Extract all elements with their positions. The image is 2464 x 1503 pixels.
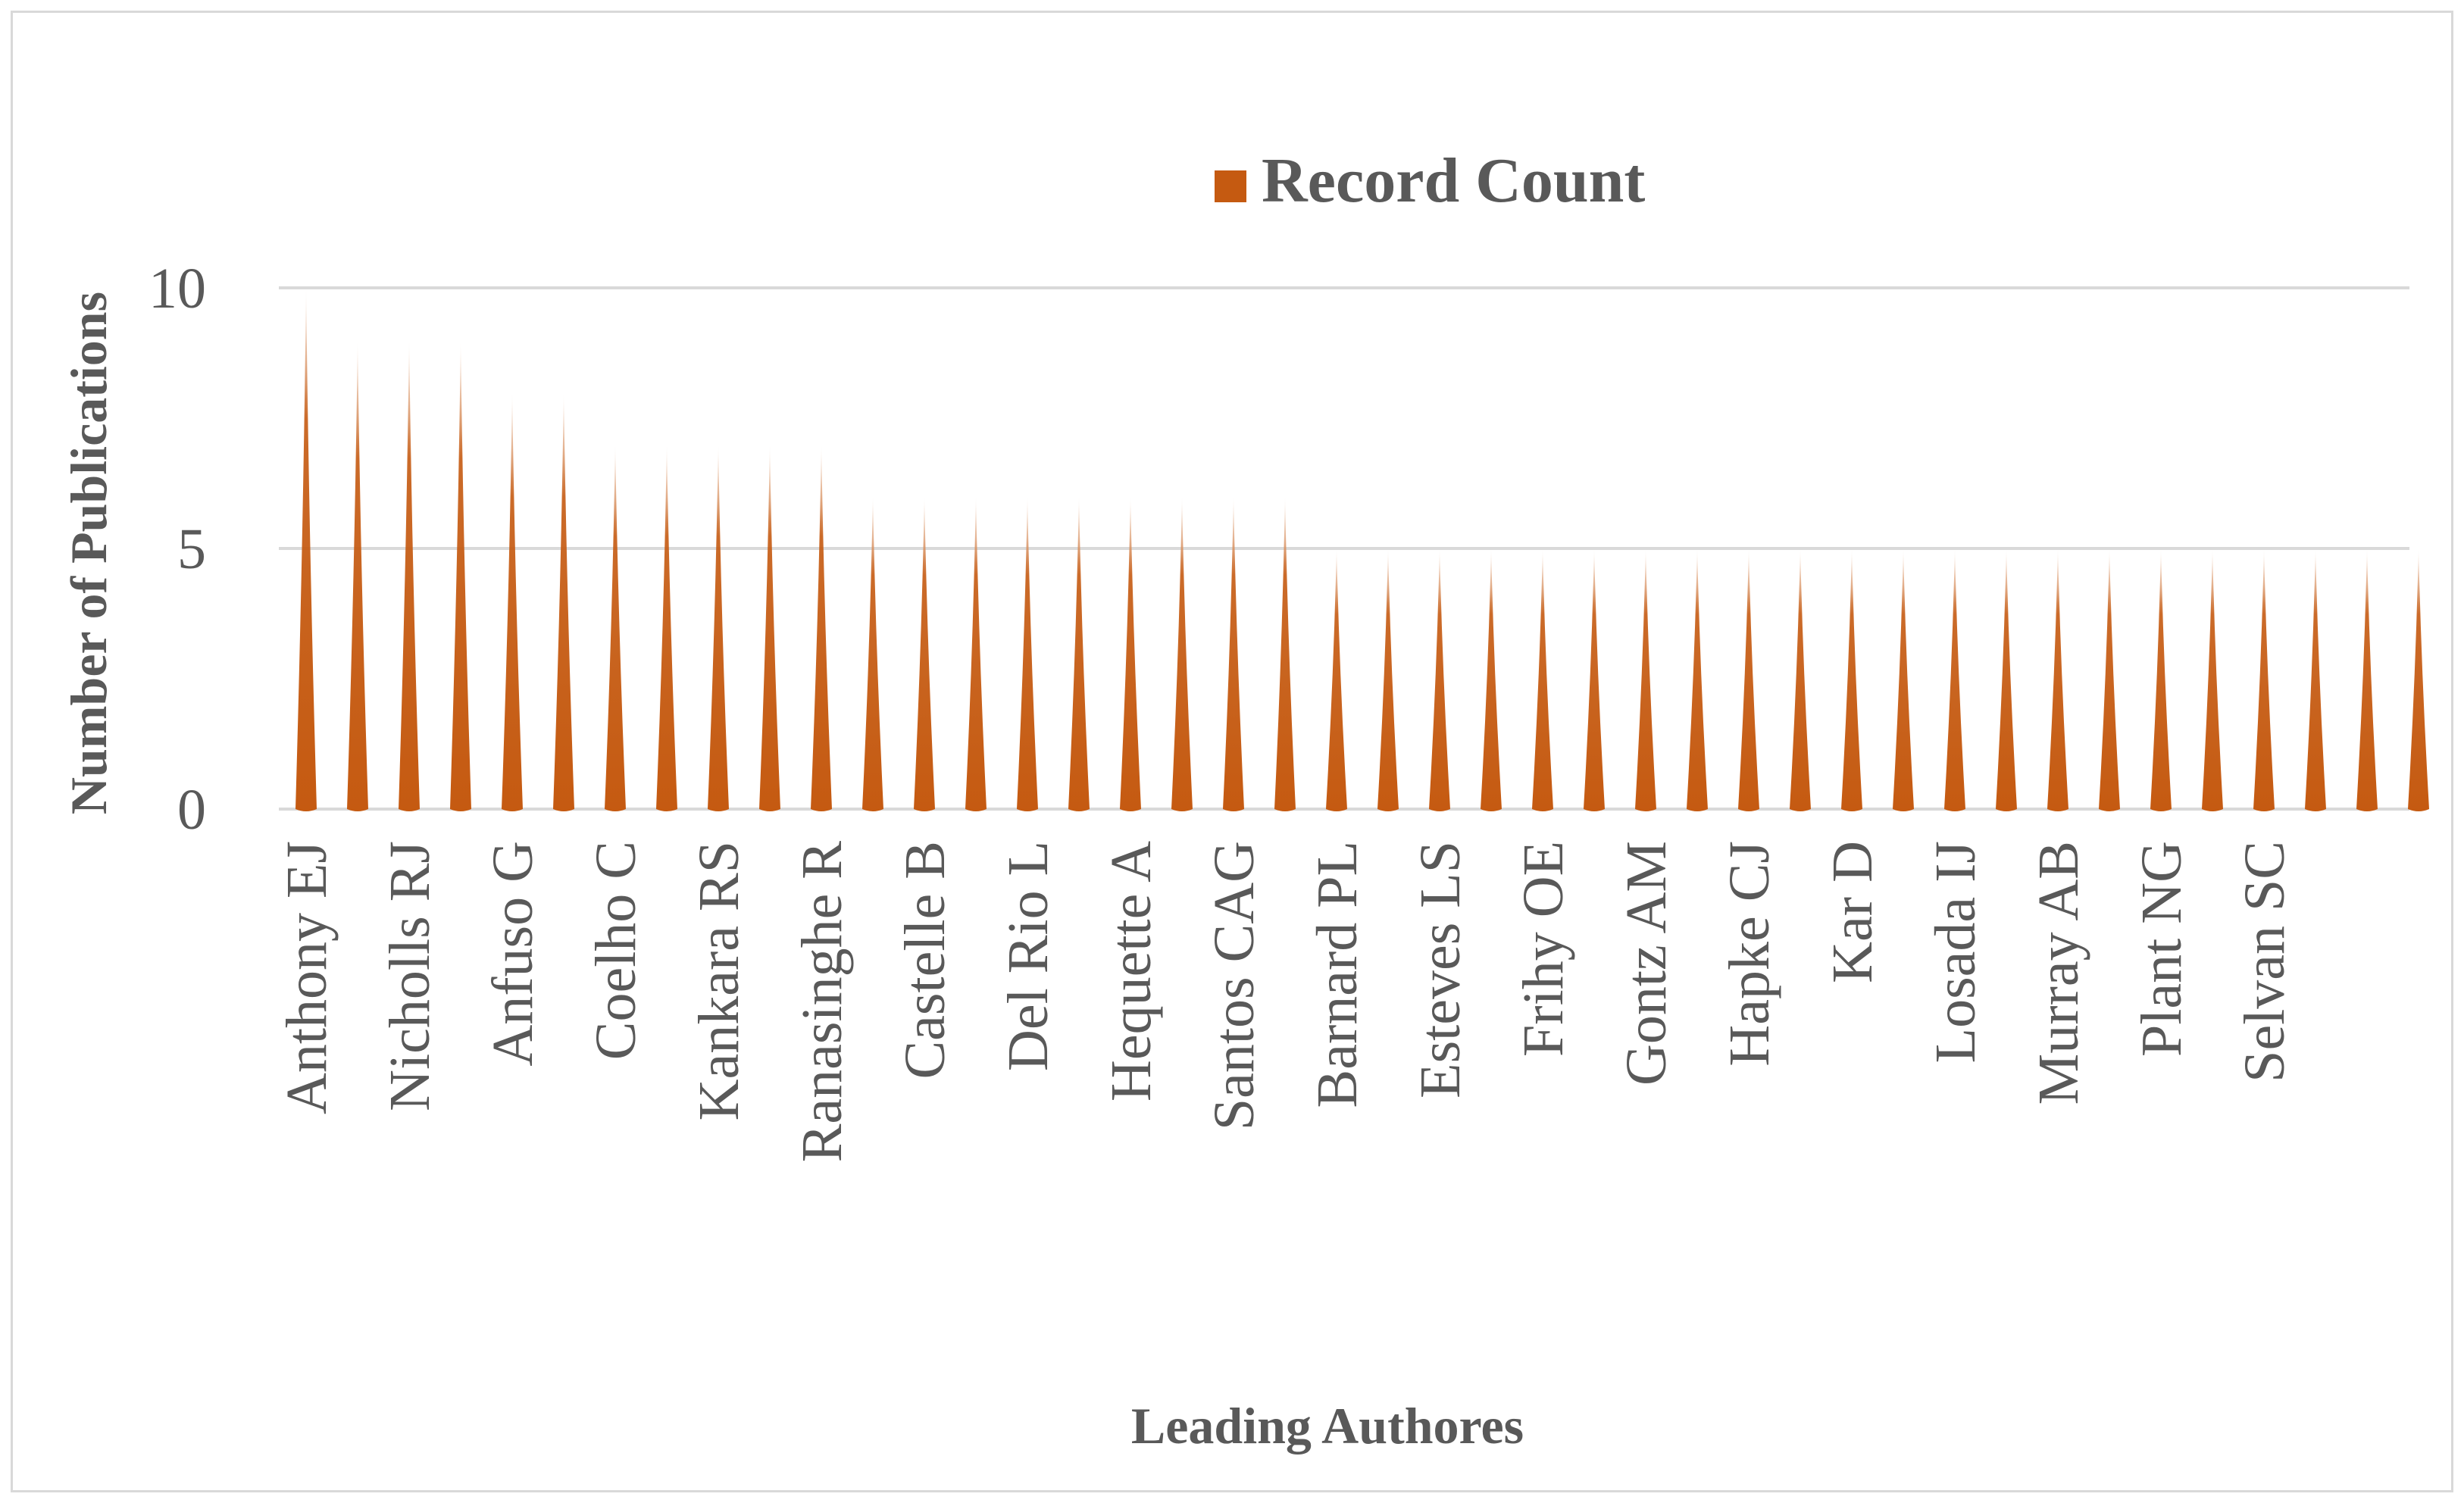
bar: [347, 339, 368, 811]
bar: [2047, 548, 2068, 811]
bar: [1687, 548, 1708, 811]
bar: [965, 496, 987, 811]
bar: [1120, 496, 1141, 811]
x-tick-label: Plant NG: [2130, 841, 2194, 1057]
x-tick-label: Ranasinghe R: [790, 841, 854, 1163]
bar: [2202, 548, 2223, 811]
x-tick-label: Barnard PL: [1305, 841, 1369, 1108]
x-tick-label: Frihy OE: [1512, 841, 1575, 1057]
x-tick-label: Kar D: [1821, 841, 1884, 983]
x-tick-label: Hequette A: [1099, 841, 1163, 1101]
bar: [1996, 548, 2017, 811]
x-tick-label: Santos CAG: [1202, 841, 1266, 1130]
bar: [502, 392, 523, 811]
bars: [295, 288, 2429, 811]
bar: [1017, 496, 1038, 811]
x-tick-label: Gontz AM: [1615, 841, 1678, 1086]
x-tick-label: Esteves LS: [1409, 841, 1472, 1098]
bar: [708, 444, 729, 811]
legend-swatch: [1215, 170, 1246, 202]
bar: [759, 444, 780, 811]
y-tick-label: 5: [177, 517, 206, 581]
gridlines: [279, 286, 2409, 811]
x-tick-label: Castelle B: [893, 841, 957, 1080]
x-tick-label: Anthony EJ: [275, 841, 339, 1114]
x-tick-label: Murray AB: [2027, 841, 2090, 1105]
bar: [914, 496, 935, 811]
y-axis-ticks: 0 5 10: [149, 257, 206, 842]
bar: [656, 444, 677, 811]
x-tick-label: Hapke CJ: [1718, 841, 1781, 1067]
bar: [2099, 548, 2120, 811]
bar: [1944, 548, 1965, 811]
bar: [1326, 548, 1347, 811]
bar: [1429, 548, 1450, 811]
x-tick-label: Selvan SC: [2233, 841, 2297, 1083]
legend: Record Count: [1215, 145, 1645, 216]
bar: [1274, 496, 1296, 811]
bar: [2305, 548, 2326, 811]
bar: [2356, 548, 2378, 811]
bar: [450, 339, 471, 811]
x-tick-label: Del Rio L: [996, 841, 1060, 1071]
bar: [1893, 548, 1914, 811]
bar: [1068, 496, 1090, 811]
bar: [2253, 548, 2275, 811]
bar: [1738, 548, 1759, 811]
bar: [1532, 548, 1553, 811]
bar: [1584, 548, 1605, 811]
bar: [1841, 548, 1862, 811]
bar: [1171, 496, 1193, 811]
bar: [2150, 548, 2172, 811]
x-tick-label: Losada IJ: [1924, 841, 1987, 1063]
bar: [2408, 548, 2429, 811]
y-axis-title: Number of Publications: [60, 292, 117, 814]
bar: [605, 444, 626, 811]
bar: [1377, 548, 1399, 811]
y-tick-label: 10: [149, 257, 206, 320]
bar: [1223, 496, 1244, 811]
bar: [1481, 548, 1502, 811]
legend-label: Record Count: [1262, 145, 1645, 216]
bar: [1790, 548, 1811, 811]
bar: [553, 392, 574, 811]
bar: [1635, 548, 1656, 811]
bar: [295, 288, 317, 811]
bar: [862, 496, 883, 811]
x-tick-label: Coelho C: [584, 841, 648, 1060]
x-tick-label: Nicholls RJ: [378, 841, 442, 1111]
y-tick-label: 0: [177, 778, 206, 842]
x-axis-ticks: Anthony EJ Nicholls RJ Anfuso G Coelho C Kan…: [275, 841, 2297, 1163]
x-tick-label: Anfuso G: [481, 841, 545, 1067]
bar: [399, 339, 420, 811]
x-tick-label: Kankara RS: [687, 841, 751, 1120]
bar: [811, 444, 832, 811]
x-axis-title: Leading Authores: [1131, 1397, 1524, 1455]
